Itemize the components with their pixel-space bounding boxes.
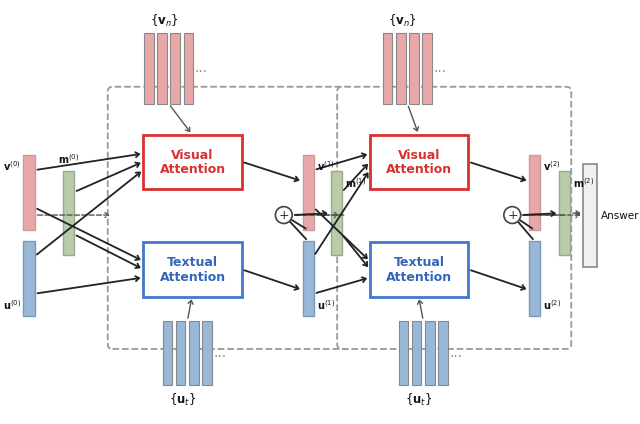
Text: ...: ... — [195, 61, 208, 75]
Bar — [176, 321, 186, 385]
Bar — [331, 171, 342, 255]
Bar — [157, 33, 167, 103]
Bar — [399, 321, 408, 385]
Text: $\{\mathbf{u}_t\}$: $\{\mathbf{u}_t\}$ — [405, 392, 433, 408]
Bar — [189, 321, 198, 385]
Bar — [303, 155, 314, 230]
Bar — [24, 241, 35, 316]
Circle shape — [275, 206, 292, 223]
Bar — [383, 33, 392, 103]
Text: Attention: Attention — [386, 271, 452, 284]
Bar — [143, 134, 242, 189]
Bar — [202, 321, 212, 385]
Text: Attention: Attention — [159, 271, 225, 284]
Text: $\mathbf{v}^{(2)}$: $\mathbf{v}^{(2)}$ — [543, 159, 561, 173]
Bar — [303, 241, 314, 316]
Text: $+$: $+$ — [507, 209, 518, 222]
FancyBboxPatch shape — [337, 87, 572, 349]
Text: $\{\mathbf{v}_n\}$: $\{\mathbf{v}_n\}$ — [150, 13, 179, 29]
Text: $\mathbf{u}^{(1)}$: $\mathbf{u}^{(1)}$ — [317, 298, 335, 312]
Bar — [529, 155, 540, 230]
Bar — [24, 155, 35, 230]
Text: Attention: Attention — [159, 163, 225, 176]
Bar — [370, 242, 468, 296]
Text: Textual: Textual — [167, 257, 218, 269]
Bar — [409, 33, 419, 103]
Text: Attention: Attention — [386, 163, 452, 176]
Bar — [425, 321, 435, 385]
Text: ...: ... — [434, 61, 447, 75]
Bar — [163, 321, 172, 385]
Bar — [184, 33, 193, 103]
Text: Visual: Visual — [398, 149, 440, 162]
Text: $\mathbf{v}^{(0)}$: $\mathbf{v}^{(0)}$ — [3, 159, 20, 173]
Text: $\mathbf{u}^{(2)}$: $\mathbf{u}^{(2)}$ — [543, 298, 561, 312]
Bar — [529, 241, 540, 316]
Text: $+$: $+$ — [278, 209, 289, 222]
Text: Textual: Textual — [394, 257, 445, 269]
Text: $\mathbf{v}^{(1)}$: $\mathbf{v}^{(1)}$ — [317, 159, 334, 173]
Circle shape — [504, 206, 521, 223]
Text: $\mathbf{m}^{(1)}$: $\mathbf{m}^{(1)}$ — [345, 176, 366, 190]
Text: Visual: Visual — [172, 149, 214, 162]
Bar — [396, 33, 406, 103]
Text: $\mathbf{m}^{(2)}$: $\mathbf{m}^{(2)}$ — [573, 176, 595, 190]
Text: ...: ... — [449, 346, 463, 360]
Text: Answer: Answer — [601, 211, 640, 221]
Text: ...: ... — [214, 346, 227, 360]
Bar — [412, 321, 421, 385]
Bar — [559, 171, 570, 255]
Text: $\mathbf{u}^{(0)}$: $\mathbf{u}^{(0)}$ — [3, 298, 20, 312]
Bar — [144, 33, 154, 103]
Bar — [422, 33, 432, 103]
Text: $\mathbf{m}^{(0)}$: $\mathbf{m}^{(0)}$ — [58, 153, 79, 166]
FancyBboxPatch shape — [108, 87, 351, 349]
Bar — [170, 33, 180, 103]
Bar — [370, 134, 468, 189]
Bar — [438, 321, 447, 385]
Bar — [584, 165, 596, 268]
Text: $\{\mathbf{v}_n\}$: $\{\mathbf{v}_n\}$ — [388, 13, 417, 29]
Text: $\{\mathbf{u}_t\}$: $\{\mathbf{u}_t\}$ — [169, 392, 196, 408]
Bar — [63, 171, 74, 255]
Bar — [143, 242, 242, 296]
